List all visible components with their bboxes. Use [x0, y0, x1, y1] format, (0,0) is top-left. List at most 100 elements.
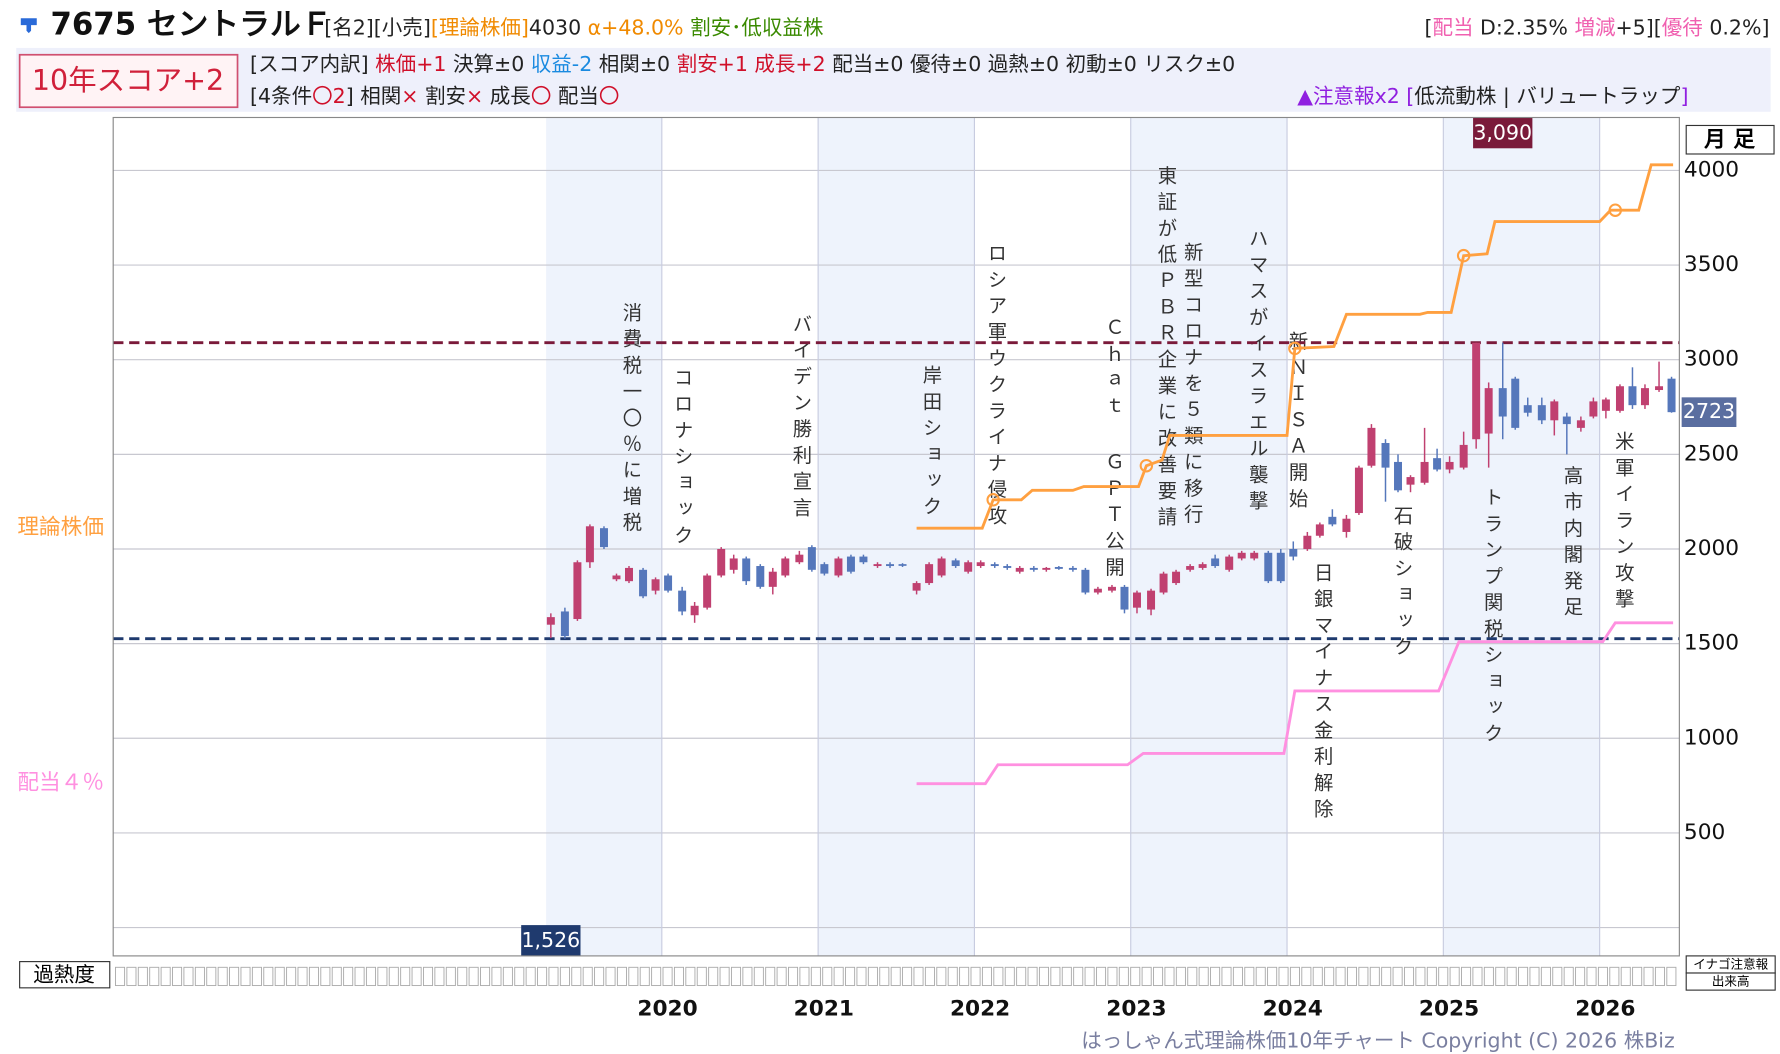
candle-body: [976, 562, 985, 567]
header-segment: 相関±0: [592, 52, 676, 76]
candle-body: [717, 548, 726, 576]
candle-body: [873, 564, 882, 567]
line-series: [916, 163, 1674, 530]
heat-cell: [1175, 966, 1186, 987]
heat-cell: [343, 966, 354, 987]
shaded-band: [1130, 117, 1288, 956]
event-annotation: 新型コロナを５類に移行: [1181, 242, 1204, 531]
heat-cell: [879, 966, 890, 987]
heat-cell: [1289, 966, 1300, 987]
heat-cell: [1506, 966, 1517, 987]
candle-body: [1406, 477, 1415, 485]
heat-cell: [457, 966, 468, 987]
heat-cell: [1312, 966, 1323, 987]
header-segment: 収益-2: [531, 52, 593, 76]
reference-label: 3,090: [1473, 120, 1532, 144]
heat-cell: [1073, 966, 1084, 987]
candle-body: [846, 556, 855, 572]
line-marker: [1288, 341, 1302, 356]
heat-cell: [308, 966, 319, 987]
candle-body: [1523, 405, 1532, 413]
heat-cell: [514, 966, 525, 987]
heat-cell: [1358, 966, 1369, 987]
last-price-label: 2723: [1683, 399, 1735, 423]
heat-cell: [776, 966, 787, 987]
heat-cell: [594, 966, 605, 987]
heat-cell: [867, 966, 878, 987]
header-segment: ]: [1680, 84, 1688, 108]
heat-cell: [194, 966, 205, 987]
candle-body: [768, 571, 777, 587]
header-row2: [スコア内訳] 株価+1 決算±0 収益-2 相関±0 割安+1 成長+2 配当…: [250, 52, 1235, 76]
event-annotation: ハマスがイスラエル襲撃: [1246, 228, 1269, 517]
heat-cell: [1495, 966, 1506, 987]
down-arrow-icon: [20, 18, 37, 34]
heat-cell: [1096, 966, 1107, 987]
header-segment: 株価+1: [375, 52, 446, 76]
header-segment: ] 相関: [346, 84, 402, 108]
header-segment: 配当: [1432, 16, 1473, 40]
header-row3: [4条件〇2] 相関× 割安× 成長〇 配当〇: [250, 84, 619, 108]
heat-cell: [1027, 966, 1038, 987]
heat-cell: [1244, 966, 1255, 987]
event-annotation: 消費税一〇％に増税: [619, 302, 642, 538]
heat-cell: [525, 966, 536, 987]
header-row1-right: [配当 D:2.35% 増減+5][優待 0.2%]: [1424, 16, 1769, 40]
heat-cell: [297, 966, 308, 987]
candle-body: [651, 579, 660, 591]
y-tick-label: 2000: [1684, 536, 1739, 561]
candle-body: [1029, 567, 1038, 570]
x-tick-label: 2025: [1419, 997, 1479, 1022]
heat-cell: [651, 966, 662, 987]
heat-cell: [502, 966, 513, 987]
y-tick-label: 4000: [1684, 157, 1739, 182]
heat-cell: [822, 966, 833, 987]
heat-cell: [1575, 966, 1586, 987]
candle-body: [1276, 552, 1285, 582]
event-annotation: 東証が低ＰＢＲ企業に改善要請: [1154, 165, 1177, 532]
candle-body: [678, 590, 687, 612]
heat-cell: [1620, 966, 1631, 987]
x-tick-label: 2024: [1263, 997, 1323, 1022]
header-segment: [理論株価]: [431, 16, 529, 40]
heat-cell: [1221, 966, 1232, 987]
header-segment: 割安+1 成長+2: [677, 52, 826, 76]
line-marker: [986, 493, 1000, 507]
heat-cell: [845, 966, 856, 987]
heat-cell: [172, 966, 183, 987]
heat-cell: [1438, 966, 1449, 987]
heat-cell: [423, 966, 434, 987]
heat-cell: [115, 966, 126, 987]
heat-cell: [1415, 966, 1426, 987]
y-tick-label: 3000: [1684, 347, 1739, 372]
candle-body: [1381, 443, 1390, 468]
heat-cell: [354, 966, 365, 987]
header-segment: 成長: [483, 84, 531, 108]
heat-cell: [673, 966, 684, 987]
heat-cell: [696, 966, 707, 987]
heat-cell: [1130, 966, 1141, 987]
candle-body: [1120, 586, 1129, 610]
stock-title: 7675 セントラルＦ: [50, 7, 331, 43]
header-row3-right: ▲注意報x2 [低流動株 | バリュートラップ]: [1297, 84, 1688, 109]
candle-body: [742, 558, 751, 582]
candle-body: [820, 564, 829, 574]
heat-cell: [274, 966, 285, 987]
header-segment: 〇: [531, 84, 552, 108]
heat-cell: [1586, 966, 1597, 987]
heat-cell: [411, 966, 422, 987]
heat-cell: [160, 966, 171, 987]
event-annotation: 石破ショック: [1391, 505, 1414, 662]
header-segment: +5][: [1616, 16, 1662, 40]
candle-body: [1433, 458, 1442, 470]
heat-cell: [765, 966, 776, 987]
heat-cell: [981, 966, 992, 987]
heat-cell: [1643, 966, 1654, 987]
heat-cell: [890, 966, 901, 987]
heat-cell: [331, 966, 342, 987]
heat-cell: [263, 966, 274, 987]
candle-body: [1198, 564, 1207, 568]
heat-cell: [1050, 966, 1061, 987]
line-series: [916, 621, 1674, 786]
event-annotation: バイデン勝利宣言: [789, 314, 812, 524]
